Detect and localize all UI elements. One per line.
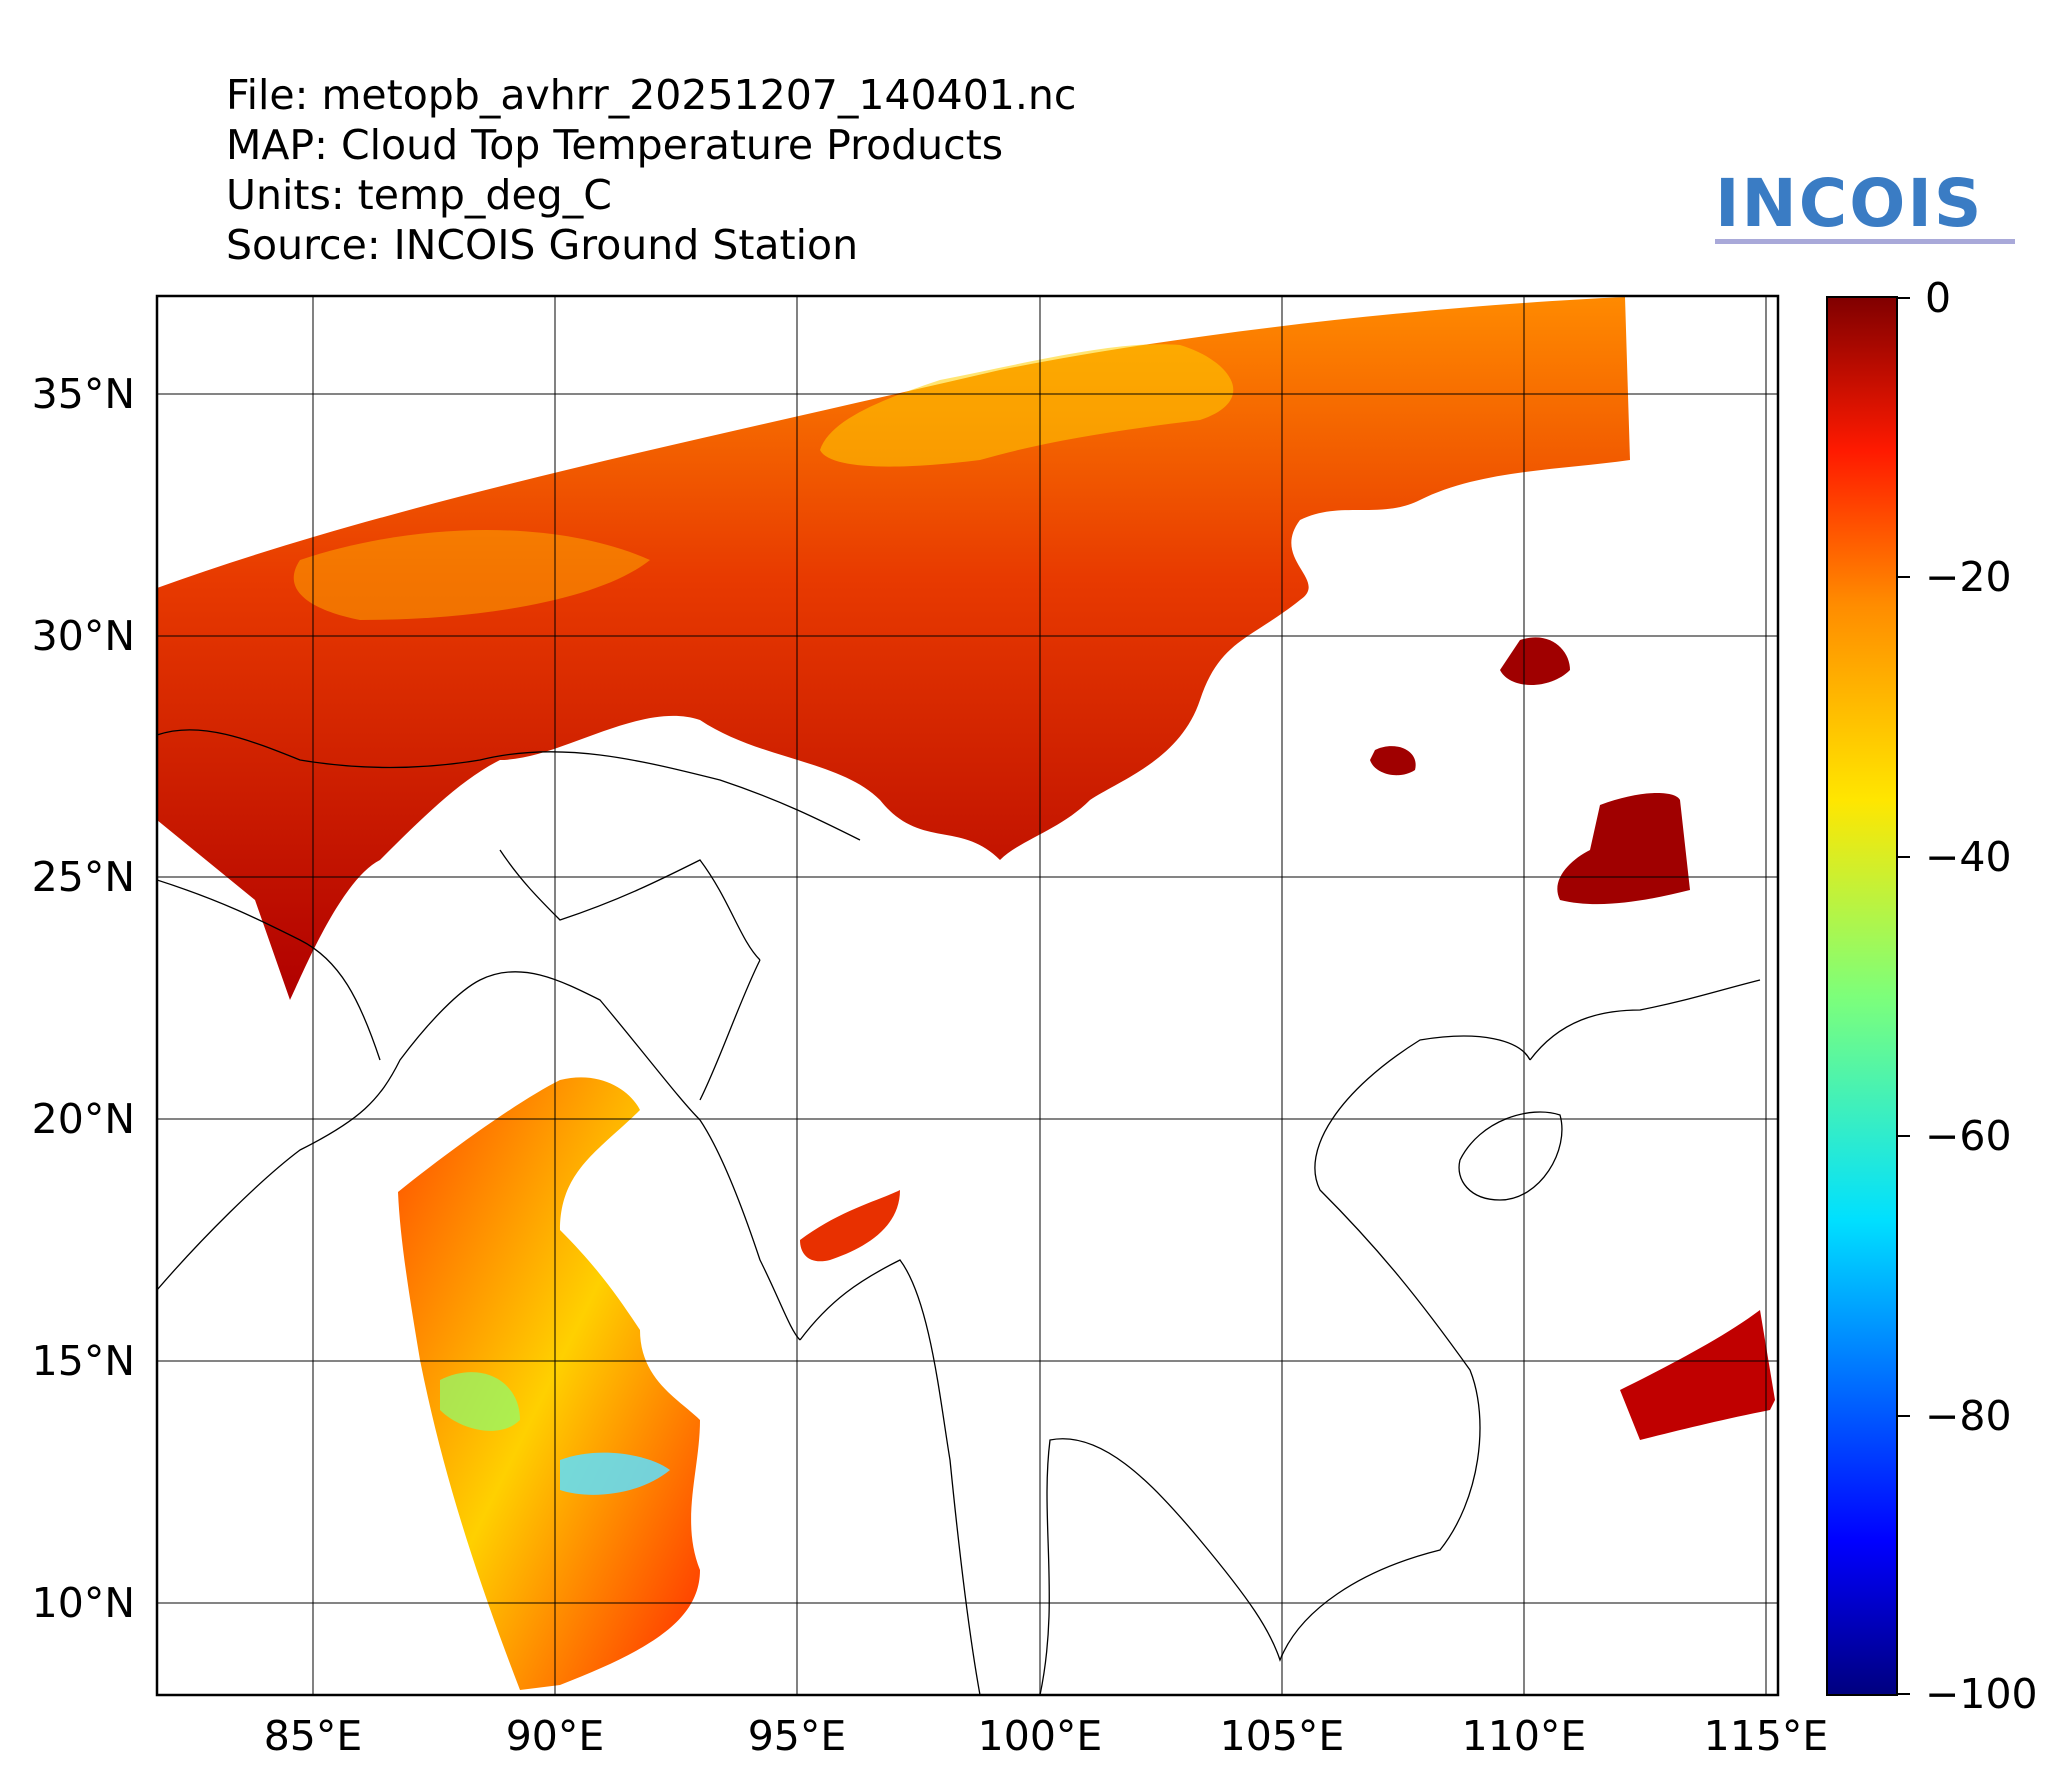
lat-tick-label: 35°N (32, 370, 135, 418)
lon-tick-label: 85°E (264, 1712, 363, 1760)
lon-tick-label: 105°E (1220, 1712, 1345, 1760)
cloud-swath-north-yellow (820, 344, 1234, 467)
incois-logo: INCOIS (1715, 165, 2015, 245)
cloud-patch-tibet (1500, 637, 1570, 685)
lon-tick-label: 115°E (1704, 1712, 1829, 1760)
cloud-cluster-green (440, 1372, 520, 1431)
lat-tick-label: 20°N (32, 1095, 135, 1143)
cloud-patch-myanmar (800, 1190, 900, 1262)
colorbar-tick-label: −20 (1925, 553, 2012, 601)
colorbar-tick-label: −80 (1925, 1392, 2012, 1440)
colorbar-ticks (1897, 297, 1910, 1695)
map-title-text: MAP: Cloud Top Temperature Products (226, 121, 1004, 169)
cloud-swath-north (157, 297, 1630, 1000)
map-area (157, 297, 1775, 1695)
colorbar-tick-label: −60 (1925, 1112, 2012, 1160)
gridlines (157, 296, 1778, 1695)
source-text: Source: INCOIS Ground Station (226, 221, 859, 269)
colorbar-tick-labels: 0 −20 −40 −60 −80 −100 (1925, 274, 2038, 1718)
file-header: File: metopb_avhrr_20251207_140401.nc MA… (226, 70, 1076, 270)
file-name-text: File: metopb_avhrr_20251207_140401.nc (226, 71, 1077, 119)
colorbar (1826, 296, 1898, 1696)
lat-tick-labels: 35°N 30°N 25°N 20°N 15°N 10°N (32, 370, 135, 1627)
units-text: Units: temp_deg_C (226, 171, 612, 219)
cloud-patch-scs (1620, 1310, 1775, 1440)
lat-tick-label: 25°N (32, 853, 135, 901)
lon-tick-label: 110°E (1462, 1712, 1587, 1760)
lon-tick-labels: 85°E 90°E 95°E 100°E 105°E 110°E 115°E (264, 1712, 1829, 1760)
cloud-patch-south-china (1557, 793, 1690, 905)
lon-tick-label: 100°E (978, 1712, 1103, 1760)
lon-tick-label: 90°E (506, 1712, 605, 1760)
lat-tick-label: 30°N (32, 612, 135, 660)
lon-tick-label: 95°E (748, 1712, 847, 1760)
colorbar-tick-label: −100 (1925, 1670, 2038, 1718)
logo-underline (1715, 239, 2015, 244)
colorbar-tick-label: 0 (1925, 274, 1951, 322)
lat-tick-label: 10°N (32, 1579, 135, 1627)
cloud-swath-north-yellow-2 (293, 530, 650, 620)
map-frame (155, 294, 1780, 1697)
logo-text: INCOIS (1715, 165, 1984, 242)
cloud-swath-south (398, 1077, 700, 1690)
cloud-patch-yunnan (1370, 746, 1416, 776)
lat-tick-label: 15°N (32, 1337, 135, 1385)
colorbar-tick-label: −40 (1925, 833, 2012, 881)
coastlines (157, 729, 1761, 1695)
cloud-cluster-cold (560, 1452, 670, 1495)
